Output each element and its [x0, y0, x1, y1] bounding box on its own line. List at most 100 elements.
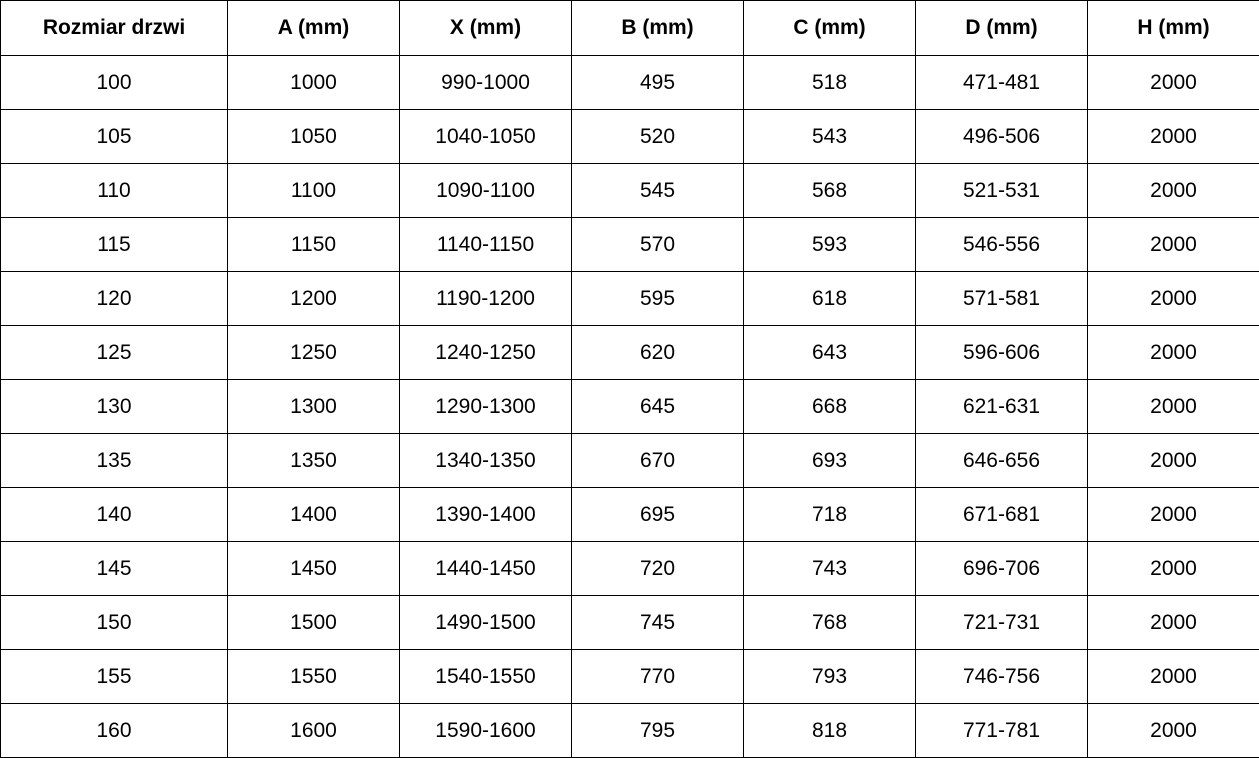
table-cell: 130: [1, 380, 228, 434]
table-cell: 2000: [1088, 650, 1259, 704]
table-cell: 795: [572, 704, 744, 758]
table-cell: 125: [1, 326, 228, 380]
table-cell: 570: [572, 218, 744, 272]
table-cell: 1500: [228, 596, 400, 650]
table-cell: 2000: [1088, 596, 1259, 650]
column-header: X (mm): [400, 1, 572, 56]
column-header: A (mm): [228, 1, 400, 56]
table-cell: 2000: [1088, 434, 1259, 488]
table-cell: 720: [572, 542, 744, 596]
table-cell: 818: [744, 704, 916, 758]
table-cell: 471-481: [916, 56, 1088, 110]
table-cell: 1600: [228, 704, 400, 758]
table-cell: 721-731: [916, 596, 1088, 650]
table-cell: 621-631: [916, 380, 1088, 434]
table-cell: 1240-1250: [400, 326, 572, 380]
table-cell: 2000: [1088, 380, 1259, 434]
table-cell: 115: [1, 218, 228, 272]
table-cell: 568: [744, 164, 916, 218]
table-cell: 518: [744, 56, 916, 110]
table-cell: 1250: [228, 326, 400, 380]
table-cell: 646-656: [916, 434, 1088, 488]
table-cell: 990-1000: [400, 56, 572, 110]
table-cell: 1350: [228, 434, 400, 488]
table-cell: 1440-1450: [400, 542, 572, 596]
table-cell: 1090-1100: [400, 164, 572, 218]
column-header: B (mm): [572, 1, 744, 56]
table-cell: 135: [1, 434, 228, 488]
table-cell: 160: [1, 704, 228, 758]
table-cell: 2000: [1088, 218, 1259, 272]
table-cell: 2000: [1088, 110, 1259, 164]
table-cell: 120: [1, 272, 228, 326]
table-cell: 520: [572, 110, 744, 164]
table-cell: 1450: [228, 542, 400, 596]
table-cell: 2000: [1088, 542, 1259, 596]
table-cell: 746-756: [916, 650, 1088, 704]
table-cell: 668: [744, 380, 916, 434]
table-cell: 743: [744, 542, 916, 596]
table-cell: 770: [572, 650, 744, 704]
table-cell: 1000: [228, 56, 400, 110]
column-header: C (mm): [744, 1, 916, 56]
table-cell: 1140-1150: [400, 218, 572, 272]
table-cell: 1190-1200: [400, 272, 572, 326]
table-cell: 140: [1, 488, 228, 542]
table-cell: 100: [1, 56, 228, 110]
table-cell: 793: [744, 650, 916, 704]
table-cell: 671-681: [916, 488, 1088, 542]
table-cell: 771-781: [916, 704, 1088, 758]
table-cell: 1040-1050: [400, 110, 572, 164]
table-cell: 545: [572, 164, 744, 218]
table-cell: 1400: [228, 488, 400, 542]
table-cell: 1150: [228, 218, 400, 272]
table-cell: 768: [744, 596, 916, 650]
table-cell: 2000: [1088, 272, 1259, 326]
column-header: H (mm): [1088, 1, 1259, 56]
table-cell: 145: [1, 542, 228, 596]
table-cell: 1540-1550: [400, 650, 572, 704]
table-cell: 1340-1350: [400, 434, 572, 488]
table-cell: 543: [744, 110, 916, 164]
table-cell: 110: [1, 164, 228, 218]
table-cell: 2000: [1088, 488, 1259, 542]
table-cell: 496-506: [916, 110, 1088, 164]
table-cell: 2000: [1088, 164, 1259, 218]
table-cell: 696-706: [916, 542, 1088, 596]
table-cell: 1050: [228, 110, 400, 164]
table-cell: 693: [744, 434, 916, 488]
table-cell: 495: [572, 56, 744, 110]
table-cell: 1290-1300: [400, 380, 572, 434]
table-cell: 645: [572, 380, 744, 434]
table-cell: 695: [572, 488, 744, 542]
table-cell: 595: [572, 272, 744, 326]
table-cell: 670: [572, 434, 744, 488]
table-cell: 1100: [228, 164, 400, 218]
table-cell: 1390-1400: [400, 488, 572, 542]
table-cell: 596-606: [916, 326, 1088, 380]
table-cell: 1300: [228, 380, 400, 434]
table-cell: 2000: [1088, 56, 1259, 110]
table-cell: 521-531: [916, 164, 1088, 218]
table-cell: 2000: [1088, 326, 1259, 380]
table-cell: 1200: [228, 272, 400, 326]
table-cell: 618: [744, 272, 916, 326]
table-cell: 1590-1600: [400, 704, 572, 758]
